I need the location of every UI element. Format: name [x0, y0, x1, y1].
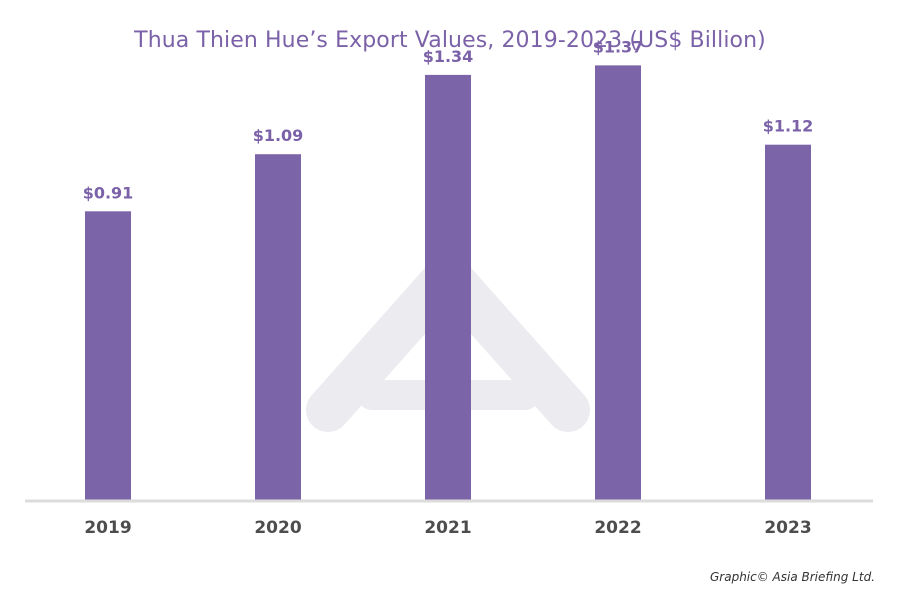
bar-2019 — [85, 211, 131, 500]
chart-title: Thua Thien Hue’s Export Values, 2019-202… — [134, 28, 766, 53]
source-credit: Graphic© Asia Briefing Ltd. — [709, 570, 875, 584]
x-tick-2020: 2020 — [254, 518, 301, 538]
value-label-2022: $1.37 — [593, 37, 644, 56]
bar-2020 — [255, 154, 301, 500]
value-label-2023: $1.12 — [763, 117, 814, 136]
bar-2022 — [595, 65, 641, 501]
x-tick-2021: 2021 — [424, 518, 471, 538]
bar-2023 — [765, 144, 811, 501]
value-label-2020: $1.09 — [253, 126, 304, 145]
x-tick-2019: 2019 — [84, 518, 131, 538]
value-label-2021: $1.34 — [423, 47, 474, 66]
value-label-2019: $0.91 — [83, 183, 134, 202]
bar-2021 — [425, 74, 471, 501]
bars — [85, 65, 811, 501]
x-tick-2022: 2022 — [594, 518, 641, 538]
value-labels: $0.91 $1.09 $1.34 $1.37 $1.12 — [83, 37, 814, 202]
x-axis-ticks: 2019 2020 2021 2022 2023 — [84, 518, 811, 538]
x-tick-2023: 2023 — [764, 518, 811, 538]
